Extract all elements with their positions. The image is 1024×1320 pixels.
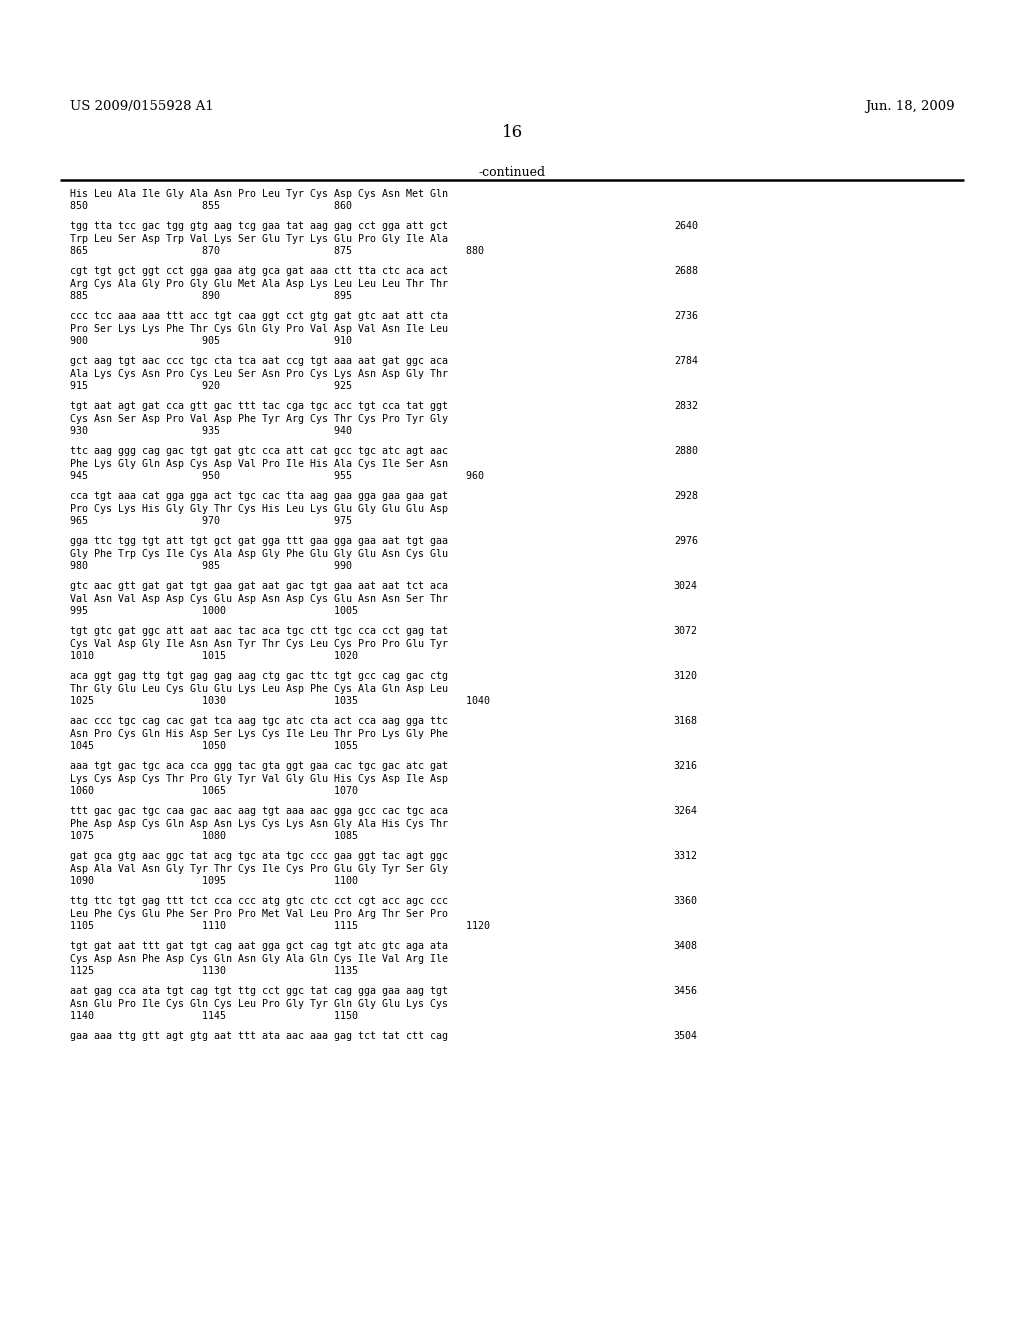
Text: 930                   935                   940: 930 935 940 [70,426,351,436]
Text: Phe Lys Gly Gln Asp Cys Asp Val Pro Ile His Ala Cys Ile Ser Asn: Phe Lys Gly Gln Asp Cys Asp Val Pro Ile … [70,459,447,469]
Text: 865                   870                   875                   880: 865 870 875 880 [70,247,483,256]
Text: 850                   855                   860: 850 855 860 [70,201,351,211]
Text: 1025                  1030                  1035                  1040: 1025 1030 1035 1040 [70,696,489,706]
Text: Cys Asp Asn Phe Asp Cys Gln Asn Gly Ala Gln Cys Ile Val Arg Ile: Cys Asp Asn Phe Asp Cys Gln Asn Gly Ala … [70,954,447,964]
Text: Cys Val Asp Gly Ile Asn Asn Tyr Thr Cys Leu Cys Pro Pro Glu Tyr: Cys Val Asp Gly Ile Asn Asn Tyr Thr Cys … [70,639,447,648]
Text: Leu Phe Cys Glu Phe Ser Pro Pro Met Val Leu Pro Arg Thr Ser Pro: Leu Phe Cys Glu Phe Ser Pro Pro Met Val … [70,908,447,919]
Text: 2640: 2640 [674,222,697,231]
Text: Lys Cys Asp Cys Thr Pro Gly Tyr Val Gly Glu His Cys Asp Ile Asp: Lys Cys Asp Cys Thr Pro Gly Tyr Val Gly … [70,774,447,784]
Text: 2928: 2928 [674,491,697,502]
Text: Val Asn Val Asp Asp Cys Glu Asp Asn Asp Cys Glu Asn Asn Ser Thr: Val Asn Val Asp Asp Cys Glu Asp Asn Asp … [70,594,447,603]
Text: Gly Phe Trp Cys Ile Cys Ala Asp Gly Phe Glu Gly Glu Asn Cys Glu: Gly Phe Trp Cys Ile Cys Ala Asp Gly Phe … [70,549,447,558]
Text: 1090                  1095                  1100: 1090 1095 1100 [70,876,357,886]
Text: 965                   970                   975: 965 970 975 [70,516,351,527]
Text: 900                   905                   910: 900 905 910 [70,337,351,346]
Text: 2784: 2784 [674,356,697,366]
Text: 980                   985                   990: 980 985 990 [70,561,351,572]
Text: 3024: 3024 [674,581,697,591]
Text: 1140                  1145                  1150: 1140 1145 1150 [70,1011,357,1022]
Text: Asn Pro Cys Gln His Asp Ser Lys Cys Ile Leu Thr Pro Lys Gly Phe: Asn Pro Cys Gln His Asp Ser Lys Cys Ile … [70,729,447,739]
Text: aac ccc tgc cag cac gat tca aag tgc atc cta act cca aag gga ttc: aac ccc tgc cag cac gat tca aag tgc atc … [70,717,447,726]
Text: Jun. 18, 2009: Jun. 18, 2009 [864,100,954,114]
Text: cgt tgt gct ggt cct gga gaa atg gca gat aaa ctt tta ctc aca act: cgt tgt gct ggt cct gga gaa atg gca gat … [70,267,447,276]
Text: Arg Cys Ala Gly Pro Gly Glu Met Ala Asp Lys Leu Leu Leu Thr Thr: Arg Cys Ala Gly Pro Gly Glu Met Ala Asp … [70,279,447,289]
Text: 945                   950                   955                   960: 945 950 955 960 [70,471,483,482]
Text: tgt aat agt gat cca gtt gac ttt tac cga tgc acc tgt cca tat ggt: tgt aat agt gat cca gtt gac ttt tac cga … [70,401,447,412]
Text: 2880: 2880 [674,446,697,457]
Text: gaa aaa ttg gtt agt gtg aat ttt ata aac aaa gag tct tat ctt cag: gaa aaa ttg gtt agt gtg aat ttt ata aac … [70,1031,447,1041]
Text: 2976: 2976 [674,536,697,546]
Text: Pro Ser Lys Lys Phe Thr Cys Gln Gly Pro Val Asp Val Asn Ile Leu: Pro Ser Lys Lys Phe Thr Cys Gln Gly Pro … [70,323,447,334]
Text: 1010                  1015                  1020: 1010 1015 1020 [70,651,357,661]
Text: Phe Asp Asp Cys Gln Asp Asn Lys Cys Lys Asn Gly Ala His Cys Thr: Phe Asp Asp Cys Gln Asp Asn Lys Cys Lys … [70,818,447,829]
Text: ttt gac gac tgc caa gac aac aag tgt aaa aac gga gcc cac tgc aca: ttt gac gac tgc caa gac aac aag tgt aaa … [70,807,447,816]
Text: aat gag cca ata tgt cag tgt ttg cct ggc tat cag gga gaa aag tgt: aat gag cca ata tgt cag tgt ttg cct ggc … [70,986,447,997]
Text: Ala Lys Cys Asn Pro Cys Leu Ser Asn Pro Cys Lys Asn Asp Gly Thr: Ala Lys Cys Asn Pro Cys Leu Ser Asn Pro … [70,368,447,379]
Text: Asp Ala Val Asn Gly Tyr Thr Cys Ile Cys Pro Glu Gly Tyr Ser Gly: Asp Ala Val Asn Gly Tyr Thr Cys Ile Cys … [70,863,447,874]
Text: 3168: 3168 [674,717,697,726]
Text: 3216: 3216 [674,762,697,771]
Text: 2736: 2736 [674,312,697,321]
Text: Pro Cys Lys His Gly Gly Thr Cys His Leu Lys Glu Gly Glu Glu Asp: Pro Cys Lys His Gly Gly Thr Cys His Leu … [70,504,447,513]
Text: 2832: 2832 [674,401,697,412]
Text: 1075                  1080                  1085: 1075 1080 1085 [70,832,357,841]
Text: Cys Asn Ser Asp Pro Val Asp Phe Tyr Arg Cys Thr Cys Pro Tyr Gly: Cys Asn Ser Asp Pro Val Asp Phe Tyr Arg … [70,413,447,424]
Text: 1125                  1130                  1135: 1125 1130 1135 [70,966,357,977]
Text: gga ttc tgg tgt att tgt gct gat gga ttt gaa gga gaa aat tgt gaa: gga ttc tgg tgt att tgt gct gat gga ttt … [70,536,447,546]
Text: 995                   1000                  1005: 995 1000 1005 [70,606,357,616]
Text: tgt gtc gat ggc att aat aac tac aca tgc ctt tgc cca cct gag tat: tgt gtc gat ggc att aat aac tac aca tgc … [70,626,447,636]
Text: 2688: 2688 [674,267,697,276]
Text: 3360: 3360 [674,896,697,907]
Text: ccc tcc aaa aaa ttt acc tgt caa ggt cct gtg gat gtc aat att cta: ccc tcc aaa aaa ttt acc tgt caa ggt cct … [70,312,447,321]
Text: 915                   920                   925: 915 920 925 [70,381,351,391]
Text: His Leu Ala Ile Gly Ala Asn Pro Leu Tyr Cys Asp Cys Asn Met Gln: His Leu Ala Ile Gly Ala Asn Pro Leu Tyr … [70,189,447,199]
Text: ttg ttc tgt gag ttt tct cca ccc atg gtc ctc cct cgt acc agc ccc: ttg ttc tgt gag ttt tct cca ccc atg gtc … [70,896,447,907]
Text: gtc aac gtt gat gat tgt gaa gat aat gac tgt gaa aat aat tct aca: gtc aac gtt gat gat tgt gaa gat aat gac … [70,581,447,591]
Text: 3456: 3456 [674,986,697,997]
Text: US 2009/0155928 A1: US 2009/0155928 A1 [70,100,213,114]
Text: 1045                  1050                  1055: 1045 1050 1055 [70,742,357,751]
Text: Trp Leu Ser Asp Trp Val Lys Ser Glu Tyr Lys Glu Pro Gly Ile Ala: Trp Leu Ser Asp Trp Val Lys Ser Glu Tyr … [70,234,447,244]
Text: 3120: 3120 [674,672,697,681]
Text: 1105                  1110                  1115                  1120: 1105 1110 1115 1120 [70,921,489,932]
Text: 16: 16 [502,124,522,141]
Text: 3072: 3072 [674,626,697,636]
Text: Thr Gly Glu Leu Cys Glu Glu Lys Leu Asp Phe Cys Ala Gln Asp Leu: Thr Gly Glu Leu Cys Glu Glu Lys Leu Asp … [70,684,447,694]
Text: 3504: 3504 [674,1031,697,1041]
Text: tgt gat aat ttt gat tgt cag aat gga gct cag tgt atc gtc aga ata: tgt gat aat ttt gat tgt cag aat gga gct … [70,941,447,952]
Text: Asn Glu Pro Ile Cys Gln Cys Leu Pro Gly Tyr Gln Gly Glu Lys Cys: Asn Glu Pro Ile Cys Gln Cys Leu Pro Gly … [70,999,447,1008]
Text: 3264: 3264 [674,807,697,816]
Text: ttc aag ggg cag gac tgt gat gtc cca att cat gcc tgc atc agt aac: ttc aag ggg cag gac tgt gat gtc cca att … [70,446,447,457]
Text: aca ggt gag ttg tgt gag gag aag ctg gac ttc tgt gcc cag gac ctg: aca ggt gag ttg tgt gag gag aag ctg gac … [70,672,447,681]
Text: 3408: 3408 [674,941,697,952]
Text: 885                   890                   895: 885 890 895 [70,292,351,301]
Text: gct aag tgt aac ccc tgc cta tca aat ccg tgt aaa aat gat ggc aca: gct aag tgt aac ccc tgc cta tca aat ccg … [70,356,447,366]
Text: aaa tgt gac tgc aca cca ggg tac gta ggt gaa cac tgc gac atc gat: aaa tgt gac tgc aca cca ggg tac gta ggt … [70,762,447,771]
Text: 1060                  1065                  1070: 1060 1065 1070 [70,787,357,796]
Text: 3312: 3312 [674,851,697,861]
Text: tgg tta tcc gac tgg gtg aag tcg gaa tat aag gag cct gga att gct: tgg tta tcc gac tgg gtg aag tcg gaa tat … [70,222,447,231]
Text: cca tgt aaa cat gga gga act tgc cac tta aag gaa gga gaa gaa gat: cca tgt aaa cat gga gga act tgc cac tta … [70,491,447,502]
Text: -continued: -continued [478,166,546,180]
Text: gat gca gtg aac ggc tat acg tgc ata tgc ccc gaa ggt tac agt ggc: gat gca gtg aac ggc tat acg tgc ata tgc … [70,851,447,861]
